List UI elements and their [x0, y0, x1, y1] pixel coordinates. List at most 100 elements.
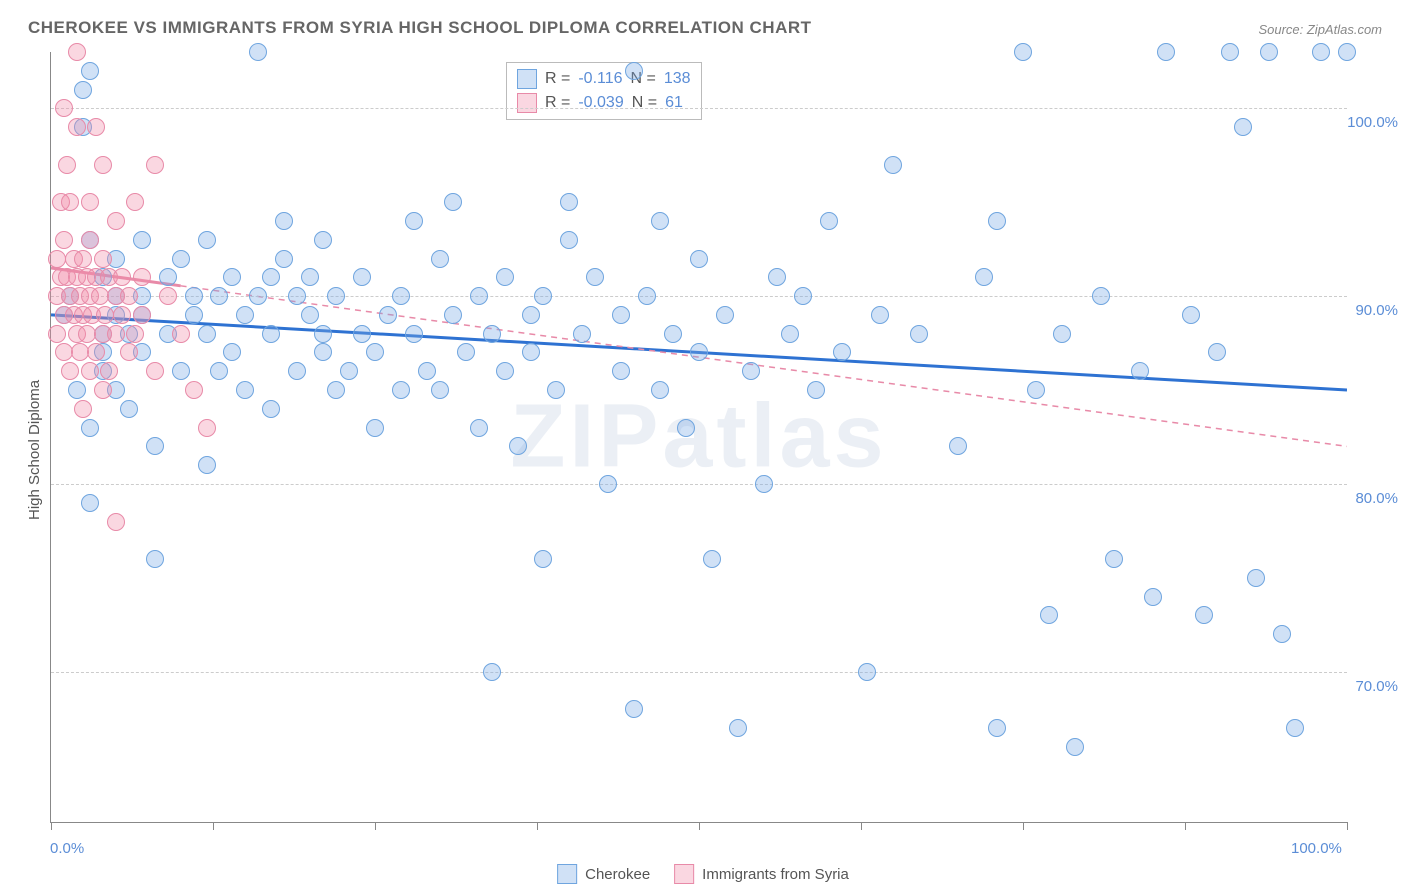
data-point-cherokee: [353, 325, 371, 343]
data-point-cherokee: [1027, 381, 1045, 399]
data-point-cherokee: [444, 193, 462, 211]
data-point-cherokee: [871, 306, 889, 324]
data-point-cherokee: [301, 268, 319, 286]
data-point-syria: [107, 325, 125, 343]
data-point-syria: [48, 325, 66, 343]
y-tick-label: 70.0%: [1276, 678, 1398, 695]
data-point-cherokee: [74, 81, 92, 99]
data-point-cherokee: [599, 475, 617, 493]
data-point-cherokee: [68, 381, 86, 399]
data-point-syria: [133, 306, 151, 324]
data-point-cherokee: [1014, 43, 1032, 61]
data-point-cherokee: [1066, 738, 1084, 756]
watermark-text: ZIPatlas: [510, 386, 887, 489]
data-point-syria: [126, 325, 144, 343]
data-point-cherokee: [1182, 306, 1200, 324]
data-point-cherokee: [81, 494, 99, 512]
data-point-syria: [58, 156, 76, 174]
data-point-cherokee: [470, 419, 488, 437]
data-point-cherokee: [327, 287, 345, 305]
data-point-cherokee: [910, 325, 928, 343]
data-point-syria: [133, 268, 151, 286]
correlation-legend: R = -0.116 N = 138R = -0.039 N = 61: [506, 62, 702, 120]
y-axis-label: High School Diploma: [26, 380, 43, 520]
data-point-cherokee: [249, 287, 267, 305]
data-point-cherokee: [314, 343, 332, 361]
data-point-cherokee: [1105, 550, 1123, 568]
legend-n-label: N =: [632, 91, 657, 115]
data-point-cherokee: [405, 212, 423, 230]
x-tick: [1185, 822, 1186, 830]
data-point-syria: [113, 268, 131, 286]
data-point-syria: [126, 193, 144, 211]
x-tick: [699, 822, 700, 830]
data-point-cherokee: [198, 231, 216, 249]
data-point-cherokee: [1053, 325, 1071, 343]
data-point-cherokee: [534, 287, 552, 305]
data-point-cherokee: [314, 231, 332, 249]
data-point-cherokee: [444, 306, 462, 324]
data-point-cherokee: [677, 419, 695, 437]
data-point-cherokee: [262, 268, 280, 286]
data-point-cherokee: [638, 287, 656, 305]
data-point-cherokee: [133, 231, 151, 249]
data-point-cherokee: [470, 287, 488, 305]
data-point-cherokee: [301, 306, 319, 324]
data-point-cherokee: [742, 362, 760, 380]
data-point-syria: [55, 231, 73, 249]
data-point-syria: [61, 193, 79, 211]
data-point-cherokee: [457, 343, 475, 361]
data-point-cherokee: [366, 343, 384, 361]
legend-n-value: 138: [664, 67, 691, 91]
data-point-cherokee: [509, 437, 527, 455]
x-tick: [1347, 822, 1348, 830]
data-point-cherokee: [781, 325, 799, 343]
data-point-cherokee: [716, 306, 734, 324]
data-point-cherokee: [353, 268, 371, 286]
legend-swatch: [517, 69, 537, 89]
data-point-syria: [68, 43, 86, 61]
data-point-cherokee: [262, 325, 280, 343]
x-tick-label: 0.0%: [50, 840, 84, 857]
data-point-cherokee: [522, 343, 540, 361]
data-point-cherokee: [1092, 287, 1110, 305]
data-point-cherokee: [794, 287, 812, 305]
grid-line: [51, 484, 1347, 485]
y-tick-label: 80.0%: [1276, 490, 1398, 507]
data-point-cherokee: [81, 62, 99, 80]
grid-line: [51, 296, 1347, 297]
data-point-cherokee: [612, 362, 630, 380]
data-point-cherokee: [573, 325, 591, 343]
source-attribution: Source: ZipAtlas.com: [1258, 22, 1382, 37]
data-point-cherokee: [586, 268, 604, 286]
data-point-syria: [68, 118, 86, 136]
chart-title: CHEROKEE VS IMMIGRANTS FROM SYRIA HIGH S…: [28, 18, 812, 38]
data-point-cherokee: [755, 475, 773, 493]
data-point-syria: [55, 99, 73, 117]
legend-item-syria: Immigrants from Syria: [674, 864, 849, 884]
data-point-syria: [48, 250, 66, 268]
data-point-syria: [146, 362, 164, 380]
y-tick-label: 90.0%: [1276, 302, 1398, 319]
data-point-cherokee: [418, 362, 436, 380]
data-point-cherokee: [1195, 606, 1213, 624]
x-tick: [375, 822, 376, 830]
data-point-syria: [87, 118, 105, 136]
data-point-cherokee: [185, 306, 203, 324]
data-point-cherokee: [172, 362, 190, 380]
data-point-cherokee: [651, 381, 669, 399]
data-point-cherokee: [1131, 362, 1149, 380]
data-point-cherokee: [1208, 343, 1226, 361]
data-point-cherokee: [1157, 43, 1175, 61]
data-point-syria: [94, 250, 112, 268]
data-point-cherokee: [884, 156, 902, 174]
data-point-cherokee: [1144, 588, 1162, 606]
data-point-syria: [71, 343, 89, 361]
data-point-cherokee: [392, 287, 410, 305]
data-point-cherokee: [768, 268, 786, 286]
data-point-syria: [198, 419, 216, 437]
data-point-syria: [100, 362, 118, 380]
data-point-cherokee: [159, 268, 177, 286]
data-point-cherokee: [210, 362, 228, 380]
x-tick: [1023, 822, 1024, 830]
